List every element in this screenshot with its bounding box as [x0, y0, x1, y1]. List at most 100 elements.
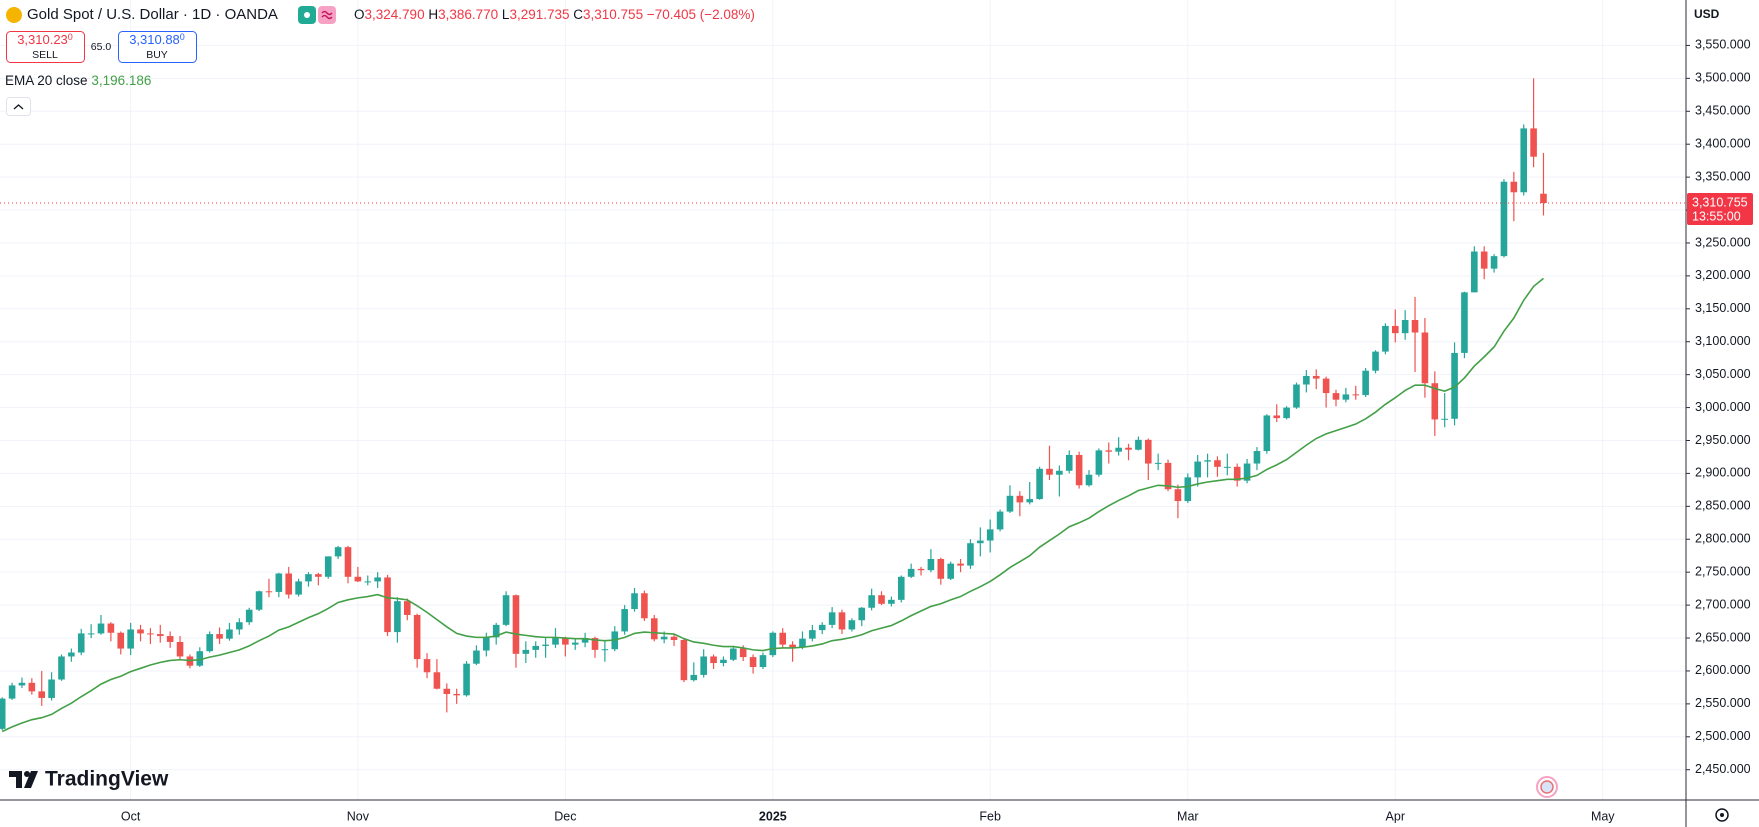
candle-body [315, 574, 322, 577]
countdown-label: 13:55:00 [1692, 209, 1741, 223]
open-value: 3,324.790 [365, 7, 425, 22]
low-label: L [502, 7, 510, 22]
candle-body [1174, 489, 1182, 502]
candle-body [641, 593, 648, 619]
candle-body [927, 559, 935, 571]
close-label: C [573, 7, 583, 22]
candle-body [1243, 463, 1251, 481]
x-tick-label: Feb [979, 809, 1001, 823]
candle-body [1480, 251, 1488, 269]
buy-price-pip: 0 [180, 32, 185, 42]
y-tick-label: 2,650.000 [1695, 630, 1751, 644]
y-tick-label: 2,550.000 [1695, 696, 1751, 710]
candle-body [295, 581, 302, 595]
candle-body [1342, 394, 1350, 400]
candle-body [937, 559, 945, 579]
candle-body [147, 633, 154, 635]
change-value: −70.405 (−2.08%) [647, 7, 755, 22]
candle-body [977, 540, 984, 544]
y-tick-label: 3,250.000 [1695, 235, 1751, 249]
wave-button[interactable] [318, 6, 336, 24]
candle-body [413, 614, 421, 660]
logo-mark [9, 771, 22, 788]
y-tick-label: 2,750.000 [1695, 564, 1751, 578]
candle-body [265, 591, 273, 593]
candle-body [255, 591, 263, 610]
candle-body [1204, 460, 1211, 462]
candle-body [38, 691, 46, 698]
symbol-icon [6, 7, 22, 23]
buy-button[interactable] [118, 31, 197, 63]
candle-body [581, 638, 589, 643]
candle-body [77, 633, 85, 653]
currency[interactable]: USD [1694, 7, 1720, 21]
candle-body [1085, 474, 1093, 486]
buy-label: BUY [146, 49, 168, 61]
candle-body [137, 629, 144, 634]
last-price-box [1687, 192, 1753, 225]
candle-body [117, 632, 125, 649]
candle-body [957, 563, 964, 566]
candle-body [275, 573, 283, 592]
candle-body [285, 573, 293, 595]
sell-price: 3,310.230 [17, 32, 73, 47]
candle-body [680, 640, 688, 681]
candle-body [562, 638, 569, 645]
chart-title[interactable]: Gold Spot / U.S. Dollar · 1D · OANDA [27, 6, 278, 23]
candle-body [769, 632, 777, 656]
sell-button[interactable] [6, 31, 85, 63]
settings-icon[interactable] [1715, 808, 1729, 822]
candle-body [1253, 451, 1261, 464]
candle-body [967, 543, 974, 566]
candle-body [730, 648, 737, 660]
candle-body [1312, 375, 1320, 379]
candle-body [1214, 460, 1221, 467]
indicator-legend[interactable]: EMA 20 close 3,196.186 [5, 73, 151, 88]
ema-line [1, 277, 1544, 733]
candle-body [512, 595, 520, 654]
candle-body [779, 632, 787, 645]
candle-body [690, 674, 698, 681]
candle-body [1500, 181, 1508, 257]
candle-body [591, 638, 599, 650]
candle-body [1115, 447, 1122, 452]
candle-body [1046, 468, 1053, 475]
candle-body [828, 612, 836, 625]
spread: 65.0 [91, 41, 112, 53]
candle-body [1273, 415, 1281, 419]
candle-body [97, 623, 105, 634]
y-tick-label: 2,850.000 [1695, 499, 1751, 513]
candle-body [453, 693, 460, 696]
settings-center [1720, 813, 1724, 817]
candle-body [1154, 462, 1162, 464]
logo-slash [24, 771, 38, 788]
events-flag [1540, 780, 1554, 794]
x-tick-label: Mar [1177, 809, 1199, 823]
candle-body [324, 556, 332, 577]
x-tick-label: May [1591, 809, 1615, 823]
candle-body [818, 624, 826, 631]
candle-body [1075, 454, 1083, 486]
grid [0, 0, 1686, 800]
candle-body [8, 685, 16, 699]
logo[interactable]: TradingView [9, 768, 169, 791]
sell-label: SELL [32, 49, 58, 61]
candle-body [1056, 470, 1063, 475]
candle-body [1441, 418, 1448, 420]
candle-body [1026, 499, 1034, 503]
y-tick-label: 2,500.000 [1695, 729, 1751, 743]
candle-body [1144, 439, 1152, 464]
candle-body [571, 642, 579, 645]
x-tick-label: Apr [1386, 809, 1405, 823]
candle-body [799, 638, 806, 648]
candle-body [710, 656, 717, 664]
last-price-label: 3,310.755 [1692, 195, 1748, 209]
candle-body [354, 576, 362, 582]
candle-body [206, 634, 213, 652]
candle-body [1520, 128, 1528, 193]
candle-body [1283, 407, 1290, 419]
candle-body [1411, 320, 1419, 333]
collapse-button[interactable] [6, 97, 31, 116]
x-tick-label: Dec [554, 809, 576, 823]
